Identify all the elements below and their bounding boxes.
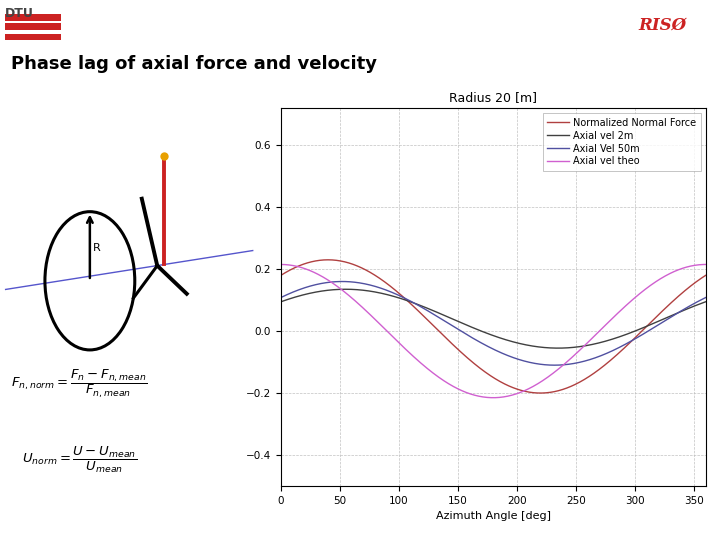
Axial vel theo xyxy=(371,316,379,323)
Normalized Normal Force xyxy=(276,272,285,279)
Text: DTU: DTU xyxy=(5,7,34,20)
Line: Normalized Normal Force: Normalized Normal Force xyxy=(281,260,706,393)
Axial vel 2m xyxy=(394,294,402,301)
Axial vel 2m xyxy=(557,345,566,352)
Normalized Normal Force xyxy=(324,256,333,263)
Text: RISØ: RISØ xyxy=(639,17,686,33)
Normalized Normal Force xyxy=(372,273,380,279)
X-axis label: Azimuth Angle [deg]: Azimuth Angle [deg] xyxy=(436,511,551,521)
Axial Vel 50m xyxy=(338,278,346,285)
Line: Axial vel 2m: Axial vel 2m xyxy=(281,289,706,348)
Axial Vel 50m xyxy=(276,294,285,301)
Line: Axial vel theo: Axial vel theo xyxy=(281,265,706,397)
Axial vel 2m xyxy=(554,345,562,352)
Axial vel theo xyxy=(701,261,710,268)
Axial vel theo xyxy=(393,339,402,345)
Axial vel 2m xyxy=(372,289,380,295)
Axial Vel 50m xyxy=(394,292,402,299)
Normalized Normal Force xyxy=(536,390,544,396)
Axial Vel 50m xyxy=(701,294,710,301)
Legend: Normalized Normal Force, Axial vel 2m, Axial Vel 50m, Axial vel theo: Normalized Normal Force, Axial vel 2m, A… xyxy=(543,113,701,171)
Normalized Normal Force xyxy=(701,272,710,279)
Bar xyxy=(5,34,60,40)
Axial Vel 50m xyxy=(544,362,553,368)
Axial Vel 50m xyxy=(557,362,566,368)
Axial vel theo xyxy=(489,394,498,401)
Text: Phase lag of axial force and velocity: Phase lag of axial force and velocity xyxy=(11,55,377,73)
Text: R: R xyxy=(93,242,101,253)
Text: $U_{norm} = \dfrac{U - U_{mean}}{U_{mean}}$: $U_{norm} = \dfrac{U - U_{mean}}{U_{mean… xyxy=(22,445,138,475)
Axial vel theo xyxy=(544,374,553,380)
Bar xyxy=(5,23,60,30)
Axial Vel 50m xyxy=(372,284,380,290)
Axial vel 2m xyxy=(544,345,553,351)
Text: $F_{n,norm} = \dfrac{F_n - F_{n,mean}}{F_{n,mean}}$: $F_{n,norm} = \dfrac{F_n - F_{n,mean}}{F… xyxy=(12,367,148,400)
Title: Radius 20 [m]: Radius 20 [m] xyxy=(449,91,537,104)
Axial vel theo xyxy=(328,280,336,286)
Axial Vel 50m xyxy=(550,362,559,368)
Axial Vel 50m xyxy=(328,279,336,285)
Axial vel theo xyxy=(276,261,285,268)
Axial vel 2m xyxy=(284,296,293,302)
Axial vel theo xyxy=(284,262,293,268)
Normalized Normal Force xyxy=(557,387,566,393)
Axial vel 2m xyxy=(276,299,285,305)
Normalized Normal Force xyxy=(545,389,554,396)
Axial Vel 50m xyxy=(284,291,293,297)
Normalized Normal Force xyxy=(284,268,293,274)
Axial vel 2m xyxy=(701,299,710,305)
Line: Axial Vel 50m: Axial Vel 50m xyxy=(281,281,706,365)
Axial vel theo xyxy=(557,364,565,370)
Normalized Normal Force xyxy=(394,289,402,296)
Normalized Normal Force xyxy=(328,256,337,263)
Axial vel 2m xyxy=(328,287,336,293)
Bar xyxy=(5,14,60,21)
Axial vel 2m xyxy=(341,286,350,293)
